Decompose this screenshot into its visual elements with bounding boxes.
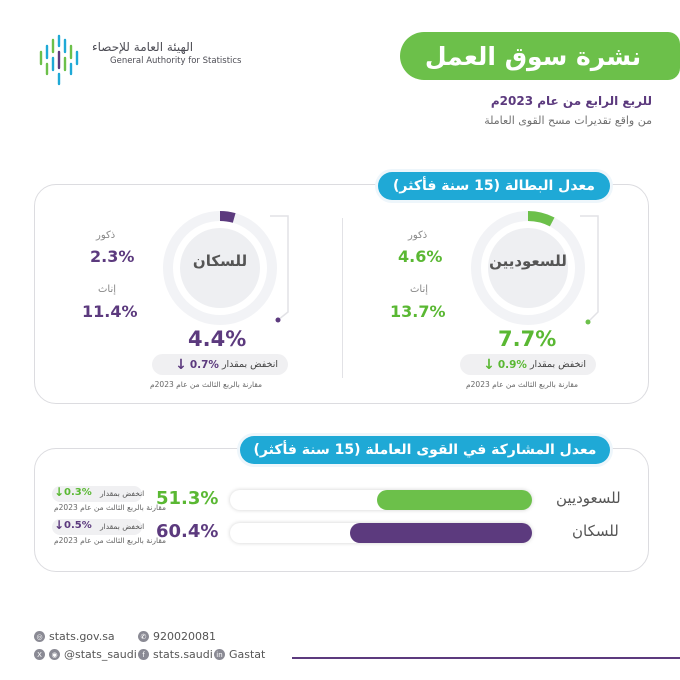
saudis-connector xyxy=(580,215,599,325)
participation-population-bar xyxy=(349,523,532,543)
saudis-ring-arc xyxy=(527,211,555,227)
saudis-decrease-value: 0.9% xyxy=(497,358,527,371)
footer-twitter[interactable]: X ◉ @stats_saudi xyxy=(34,648,137,661)
participation-panel xyxy=(34,448,649,572)
saudis-male-label: ذكور xyxy=(408,230,428,241)
phone-icon: ✆ xyxy=(138,631,149,642)
participation-saudis-decrease-value: 0.3% xyxy=(64,487,92,498)
participation-saudis-value: 51.3% xyxy=(156,488,219,509)
population-connector xyxy=(270,215,289,323)
participation-population-track xyxy=(230,523,532,543)
participation-population-decrease-value: 0.5% xyxy=(64,520,92,531)
footer-twitter-text: @stats_saudi xyxy=(64,648,137,661)
logo-arabic-name: الهيئة العامة للإحصاء xyxy=(92,40,194,54)
logo-english-name: General Authority for Statistics xyxy=(110,56,242,66)
participation-population-value: 60.4% xyxy=(156,521,219,542)
saudis-decrease-label: انخفض بمقدار xyxy=(529,359,586,370)
footer-facebook[interactable]: f stats.saudi xyxy=(138,648,213,661)
participation-title-text: معدل المشاركة في القوى العاملة (15 سنة ف… xyxy=(253,442,597,458)
population-total-value: 4.4% xyxy=(188,327,247,351)
participation-population-decrease-pill xyxy=(52,519,142,535)
population-ring: للسكان xyxy=(160,208,280,328)
saudis-female-label: إناث xyxy=(410,284,429,295)
unemployment-title-text: معدل البطالة (15 سنة فأكثر) xyxy=(393,178,595,194)
footer-phone-text: 920020081 xyxy=(153,630,216,643)
facebook-icon: f xyxy=(138,649,149,660)
gastat-logo: الهيئة العامة للإحصاء General Authority … xyxy=(34,34,242,90)
population-male-label: ذكور xyxy=(96,230,116,241)
footer-linkedin[interactable]: in Gastat xyxy=(214,648,265,661)
population-decrease-pill: انخفض بمقدار 0.7% ↓ xyxy=(152,354,288,375)
unemployment-title: معدل البطالة (15 سنة فأكثر) xyxy=(378,172,610,200)
gastat-logo-mark xyxy=(39,34,79,86)
saudis-comparison: مقارنة بالربع الثالث من عام 2023م xyxy=(466,380,579,389)
participation-population-comparison: مقارنة بالربع الثالث من عام 2023م xyxy=(54,536,167,545)
participation-saudis-decrease-pill xyxy=(52,486,142,502)
saudis-total-value: 7.7% xyxy=(498,327,557,351)
participation-saudis-label: للسعوديين xyxy=(556,489,621,507)
down-arrow-icon: ↓ xyxy=(175,356,187,373)
saudis-ring: للسعوديين xyxy=(468,208,588,328)
down-arrow-icon: ↓ xyxy=(483,356,495,373)
population-female-value: 11.4% xyxy=(82,302,138,321)
footer-linkedin-text: Gastat xyxy=(229,648,266,661)
footer-website[interactable]: ◎ stats.gov.sa xyxy=(34,630,115,643)
footer-divider xyxy=(292,657,680,659)
participation-population-label: للسكان xyxy=(572,522,619,540)
population-ring-label: للسكان xyxy=(192,252,248,270)
participation-saudis-track xyxy=(230,490,532,510)
page-title: نشرة سوق العمل xyxy=(400,32,680,80)
population-ring-chart xyxy=(163,211,277,325)
footer-phone[interactable]: ✆ 920020081 xyxy=(138,630,216,643)
population-decrease-value: 0.7% xyxy=(189,358,219,371)
instagram-icon: ◉ xyxy=(49,649,60,660)
population-ring-arc xyxy=(219,211,236,223)
population-comparison: مقارنة بالربع الثالث من عام 2023م xyxy=(150,380,263,389)
participation-population-decrease-label: انخفض بمقدار xyxy=(100,522,145,531)
saudis-decrease-pill: انخفض بمقدار 0.9% ↓ xyxy=(460,354,596,375)
population-male-value: 2.3% xyxy=(90,247,135,266)
participation-saudis-bar xyxy=(377,490,532,510)
down-arrow-icon: ↓ xyxy=(54,518,65,532)
globe-icon: ◎ xyxy=(34,631,45,642)
saudis-ring-chart xyxy=(471,211,585,325)
saudis-ring-label: للسعوديين xyxy=(489,252,567,270)
participation-saudis-decrease-label: انخفض بمقدار xyxy=(100,489,145,498)
participation-title: معدل المشاركة في القوى العاملة (15 سنة ف… xyxy=(240,436,610,464)
footer-website-text: stats.gov.sa xyxy=(49,630,115,643)
down-arrow-icon: ↓ xyxy=(54,485,65,499)
footer-facebook-text: stats.saudi xyxy=(153,648,213,661)
x-icon: X xyxy=(34,649,45,660)
population-decrease-label: انخفض بمقدار xyxy=(221,359,278,370)
unemployment-divider xyxy=(342,218,343,378)
linkedin-icon: in xyxy=(214,649,225,660)
page-subtitle: للربع الرابع من عام 2023م xyxy=(490,94,652,108)
population-female-label: إناث xyxy=(98,284,117,295)
page-title-text: نشرة سوق العمل xyxy=(424,41,642,71)
saudis-female-value: 13.7% xyxy=(390,302,446,321)
saudis-male-value: 4.6% xyxy=(398,247,443,266)
participation-saudis-comparison: مقارنة بالربع الثالث من عام 2023م xyxy=(54,503,167,512)
page-source: من واقع تقديرات مسح القوى العاملة xyxy=(484,114,652,127)
